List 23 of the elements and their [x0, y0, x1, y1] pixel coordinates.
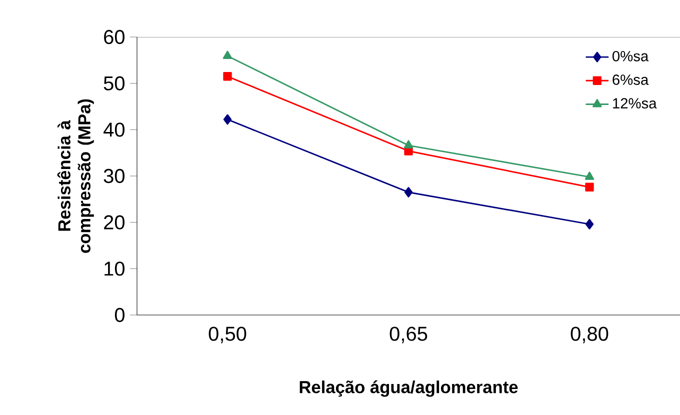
y-tick-label: 60 [104, 30, 124, 44]
y-tick-label: 30 [104, 168, 124, 184]
legend-label: 12%sa [613, 98, 657, 108]
y-tick-label: 40 [104, 122, 124, 137]
legend-label: 6%sa [612, 74, 649, 85]
x-tick-label: 0,50 [208, 326, 246, 344]
point [222, 50, 232, 59]
point [585, 182, 594, 192]
point [404, 140, 414, 148]
point [585, 218, 594, 230]
y-tick-label: 0 [114, 308, 124, 322]
legend-label: 0%sa [612, 50, 649, 62]
x-axis-title: Relação água/aglomerante [300, 380, 518, 397]
point [584, 172, 594, 180]
y-tick-label: 10 [104, 262, 124, 276]
x-tick-label: 0,80 [570, 326, 608, 344]
y-axis-title: Resistência à compressão (MPa) [57, 99, 94, 253]
y-tick-label: 20 [104, 215, 124, 230]
point [223, 114, 232, 125]
y-tick-label: 50 [104, 76, 124, 90]
point [404, 186, 413, 198]
x-tick-label: 0,65 [390, 326, 428, 344]
point [223, 72, 232, 81]
